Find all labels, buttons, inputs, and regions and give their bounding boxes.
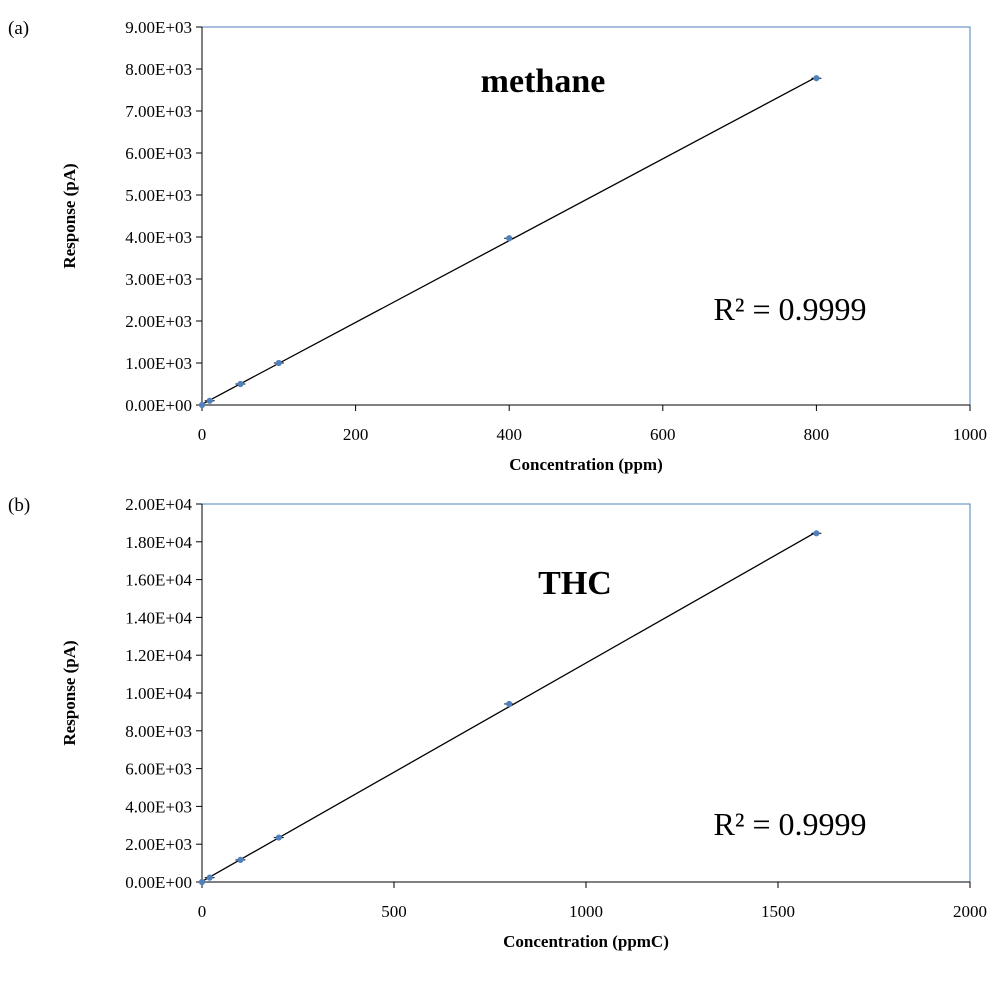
y-tick-label: 6.00E+03 xyxy=(125,144,192,163)
y-tick-label: 0.00E+00 xyxy=(125,396,192,415)
data-point xyxy=(237,856,244,863)
chart-title: methane xyxy=(481,63,606,100)
data-point xyxy=(237,380,244,388)
y-tick-label: 0.00E+00 xyxy=(125,873,192,892)
y-axis-title: Response (pA) xyxy=(60,163,79,268)
data-point xyxy=(206,874,213,881)
y-tick-label: 4.00E+03 xyxy=(125,228,192,247)
y-tick-label: 8.00E+03 xyxy=(125,722,192,741)
x-axis-title: Concentration (ppm) xyxy=(509,455,662,474)
x-axis-title: Concentration (ppmC) xyxy=(503,932,669,951)
data-point xyxy=(198,878,206,886)
y-tick-label: 1.60E+04 xyxy=(125,571,192,590)
data-point xyxy=(813,530,820,537)
y-tick-label: 2.00E+04 xyxy=(125,495,192,514)
x-tick-label: 400 xyxy=(496,425,522,444)
y-tick-label: 5.00E+03 xyxy=(125,186,192,205)
data-point xyxy=(275,834,282,841)
y-tick-label: 2.00E+03 xyxy=(125,835,192,854)
y-tick-label: 1.00E+03 xyxy=(125,354,192,373)
x-tick-label: 1500 xyxy=(761,902,795,921)
data-point xyxy=(813,75,820,82)
data-point xyxy=(198,401,206,409)
y-tick-label: 1.20E+04 xyxy=(125,646,192,665)
x-tick-label: 600 xyxy=(650,425,676,444)
y-tick-label: 9.00E+03 xyxy=(125,18,192,37)
data-point xyxy=(506,235,513,242)
x-tick-label: 0 xyxy=(198,902,207,921)
y-tick-label: 8.00E+03 xyxy=(125,60,192,79)
panel-label: (a) xyxy=(8,18,29,39)
x-tick-label: 0 xyxy=(198,425,207,444)
x-tick-label: 1000 xyxy=(569,902,603,921)
y-tick-label: 7.00E+03 xyxy=(125,102,192,121)
data-point xyxy=(206,397,213,404)
r-squared-annotation: R² = 0.9999 xyxy=(714,291,867,327)
chart-title: THC xyxy=(538,565,612,602)
y-axis-title: Response (pA) xyxy=(60,640,79,745)
y-tick-label: 2.00E+03 xyxy=(125,312,192,331)
data-point xyxy=(506,700,513,708)
y-tick-label: 3.00E+03 xyxy=(125,270,192,289)
y-tick-label: 4.00E+03 xyxy=(125,797,192,816)
y-tick-label: 6.00E+03 xyxy=(125,760,192,779)
y-tick-label: 1.40E+04 xyxy=(125,608,192,627)
y-tick-label: 1.80E+04 xyxy=(125,533,192,552)
r-squared-annotation: R² = 0.9999 xyxy=(714,806,867,842)
chart-panel-b: 0.00E+00 2.00E+03 4.00E+03 6.00E+03 8.00E+03… xyxy=(8,495,987,951)
x-tick-label: 2000 xyxy=(953,902,987,921)
x-tick-label: 500 xyxy=(381,902,407,921)
x-tick-label: 800 xyxy=(804,425,830,444)
chart-panel-a: 0.00E+00 1.00E+03 2.00E+03 3.00E+03 4.00E+03… xyxy=(8,18,987,474)
x-tick-label: 200 xyxy=(343,425,369,444)
y-tick-label: 1.00E+04 xyxy=(125,684,192,703)
panel-label: (b) xyxy=(8,495,30,516)
x-tick-label: 1000 xyxy=(953,425,987,444)
data-point xyxy=(275,359,282,367)
